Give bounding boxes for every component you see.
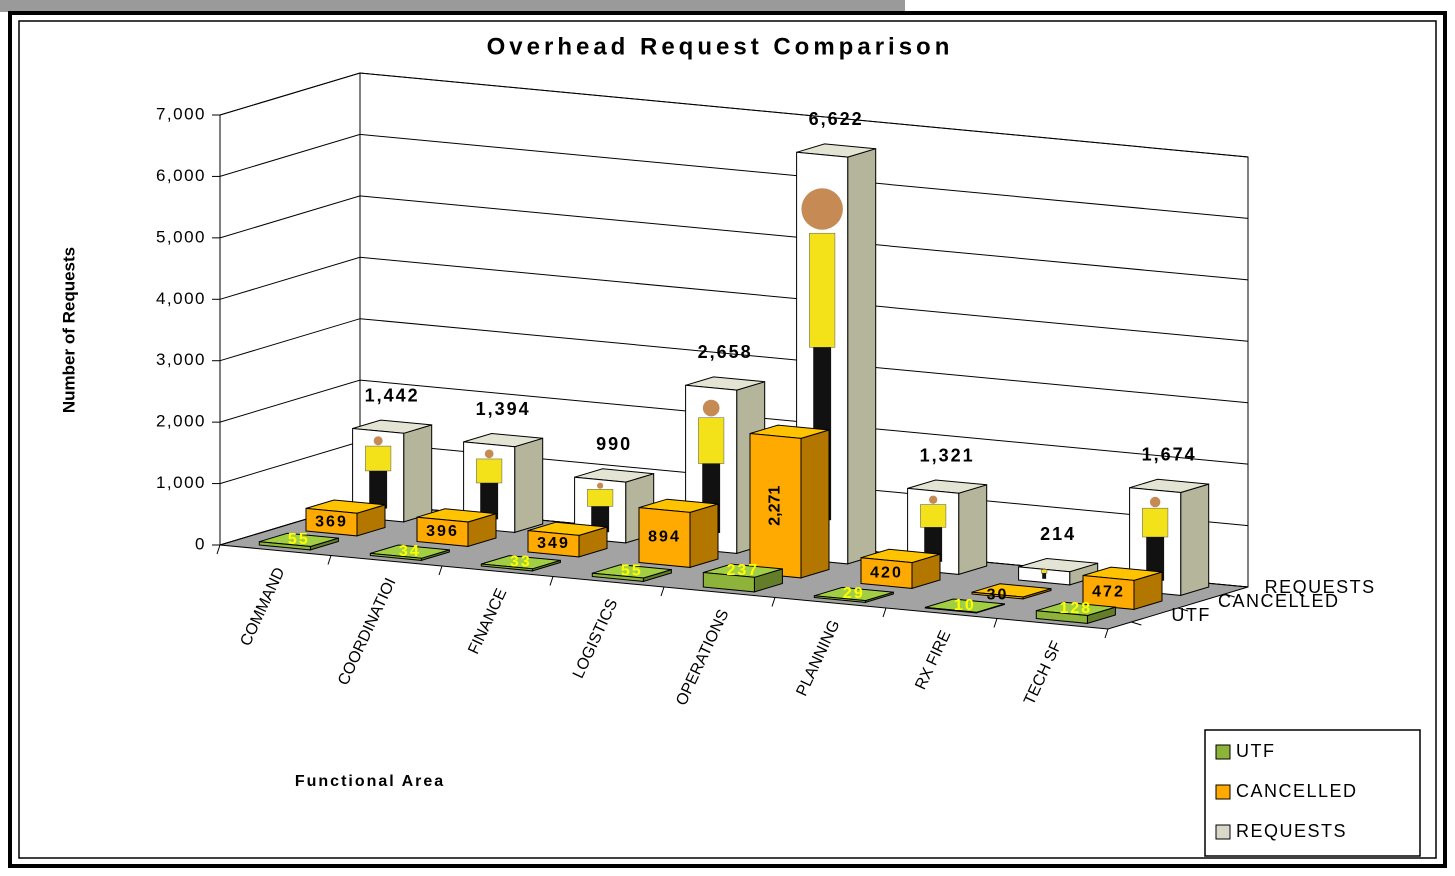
x-axis-title: Functional Area xyxy=(295,773,445,790)
data-label: 6,622 xyxy=(809,109,864,129)
figure-legs xyxy=(369,471,387,509)
x-tick xyxy=(994,619,997,628)
y-axis-title: Number of Requests xyxy=(59,247,78,413)
figure-head xyxy=(1150,497,1160,507)
chart: Overhead Request Comparison Number of Re… xyxy=(0,0,1455,871)
bar-side xyxy=(1181,484,1209,595)
figure-torso xyxy=(920,505,946,528)
data-label: 214 xyxy=(1040,524,1076,544)
x-tick-label: COMMAND xyxy=(237,565,288,649)
x-tick-label: TECH SF xyxy=(1021,638,1065,707)
figure-torso xyxy=(365,446,391,471)
data-label: 420 xyxy=(870,564,903,581)
legend: UTF CANCELLED REQUESTS xyxy=(1205,730,1420,856)
y-tick-label: 7,000 xyxy=(156,104,206,123)
x-tick xyxy=(883,608,886,617)
figure-torso xyxy=(587,489,613,506)
x-tick-label: FINANCE xyxy=(465,586,510,657)
bar-side xyxy=(690,504,718,567)
data-label: 1,394 xyxy=(476,399,531,419)
x-tick xyxy=(328,556,331,565)
data-label: 237 xyxy=(726,562,759,579)
y-tick-label: 1,000 xyxy=(156,473,206,492)
bar-side xyxy=(801,430,829,578)
x-tick xyxy=(772,598,775,607)
y-tick-label: 6,000 xyxy=(156,166,206,185)
figure-head xyxy=(597,483,603,489)
data-label: 894 xyxy=(648,529,681,546)
legend-label: REQUESTS xyxy=(1236,821,1347,841)
y-tick-label: 3,000 xyxy=(156,350,206,369)
data-label: 30 xyxy=(987,587,1009,604)
z-tick-label: UTF xyxy=(1171,605,1211,625)
data-label: 33 xyxy=(510,553,532,570)
figure-head xyxy=(703,400,720,417)
x-tick-label: LOGISTICS xyxy=(570,597,621,682)
data-label: 1,442 xyxy=(365,385,420,405)
left-wall xyxy=(220,73,360,545)
z-tick xyxy=(1131,622,1141,625)
bar-side xyxy=(404,425,432,522)
x-tick-label: RX FIRE xyxy=(912,628,954,692)
bar-side xyxy=(959,485,987,575)
bar-side xyxy=(848,149,876,564)
y-tick-label: 0 xyxy=(195,534,206,553)
figure-torso xyxy=(1142,508,1168,537)
z-tick-label: REQUESTS xyxy=(1265,577,1376,597)
figure-torso xyxy=(698,418,724,464)
bar xyxy=(750,425,829,578)
figure-head xyxy=(374,436,383,445)
data-label: 369 xyxy=(315,513,348,530)
legend-swatch xyxy=(1216,825,1230,839)
legend-label: CANCELLED xyxy=(1236,781,1358,801)
data-label: 349 xyxy=(537,535,570,552)
window-strip xyxy=(0,0,905,12)
data-label: 396 xyxy=(426,523,459,540)
data-label: 128 xyxy=(1059,600,1092,617)
data-label: 990 xyxy=(596,434,632,454)
data-label: 34 xyxy=(399,543,421,560)
legend-swatch xyxy=(1216,785,1230,799)
figure-head xyxy=(485,449,494,458)
legend-swatch xyxy=(1216,745,1230,759)
data-label: 472 xyxy=(1092,584,1125,601)
chart-title: Overhead Request Comparison xyxy=(487,33,954,60)
y-tick-label: 2,000 xyxy=(156,412,206,431)
figure-torso xyxy=(1041,570,1047,574)
figure-head xyxy=(929,496,937,504)
bar-side xyxy=(515,438,543,532)
data-label: 29 xyxy=(843,585,865,602)
x-tick-label: COORDINATIOI xyxy=(335,576,400,688)
x-tick-label: PLANNING xyxy=(793,618,843,699)
data-label: 55 xyxy=(288,531,310,548)
data-label: 1,674 xyxy=(1142,445,1197,465)
figure-head xyxy=(801,188,842,229)
x-tick-label: OPERATIONS xyxy=(673,607,732,708)
y-tick-label: 4,000 xyxy=(156,289,206,308)
data-label: 1,321 xyxy=(920,445,975,465)
data-label: 10 xyxy=(954,597,976,614)
x-tick xyxy=(550,577,553,586)
figure-torso xyxy=(476,459,502,483)
figure-torso xyxy=(809,233,835,347)
legend-label: UTF xyxy=(1236,741,1276,761)
x-tick xyxy=(439,566,442,575)
data-label: 2,271 xyxy=(767,486,784,526)
data-label: 55 xyxy=(621,563,643,580)
figure-legs xyxy=(1042,573,1046,579)
x-tick xyxy=(1105,629,1108,638)
data-label: 2,658 xyxy=(698,342,753,362)
y-tick-label: 5,000 xyxy=(156,227,206,246)
x-tick xyxy=(217,545,220,554)
x-tick xyxy=(661,587,664,596)
